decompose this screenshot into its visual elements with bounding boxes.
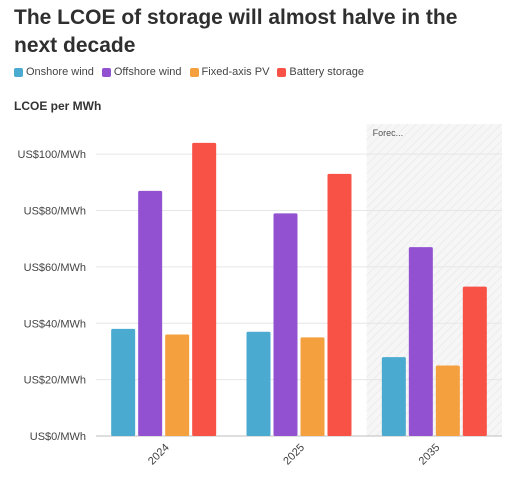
- legend-item-onshore-wind[interactable]: Onshore wind: [14, 66, 94, 78]
- y-tick-label: US$60/MWh: [24, 262, 86, 274]
- bar[interactable]: [192, 142, 217, 436]
- chart-title: The LCOE of storage will almost halve in…: [14, 6, 458, 57]
- legend-swatch-offshore-wind: [101, 67, 111, 77]
- x-tick-label: 2024: [146, 442, 172, 468]
- bar[interactable]: [111, 328, 136, 436]
- bar[interactable]: [381, 357, 406, 436]
- legend-item-battery-storage[interactable]: Battery storage: [277, 66, 364, 78]
- x-tick-label: 2025: [281, 442, 307, 468]
- x-tick-label: 2035: [417, 442, 443, 468]
- bar[interactable]: [327, 173, 352, 436]
- legend-swatch-onshore-wind: [14, 67, 23, 77]
- y-tick-label: US$20/MWh: [24, 375, 86, 387]
- bar[interactable]: [462, 286, 487, 436]
- bar[interactable]: [273, 213, 298, 436]
- legend-label-fixed-axis-pv: Fixed-axis PV: [201, 66, 270, 78]
- legend-item-offshore-wind[interactable]: Offshore wind: [101, 66, 182, 78]
- legend-label-offshore-wind: Offshore wind: [113, 66, 182, 78]
- legend-label-battery-storage: Battery storage: [289, 66, 364, 78]
- y-tick-label: US$100/MWh: [18, 149, 86, 161]
- y-axis-title: LCOE per MWh: [14, 99, 101, 113]
- bar[interactable]: [246, 331, 271, 436]
- bar[interactable]: [165, 334, 190, 436]
- chart-area: Forec... LCOE per MWh US$0/MWh US$20/MWh US…: [0, 90, 514, 479]
- legend-item-fixed-axis-pv[interactable]: Fixed-axis PV: [189, 66, 270, 78]
- forecast-label: Forec...: [373, 128, 404, 138]
- bar[interactable]: [300, 337, 325, 436]
- y-tick-label: US$40/MWh: [24, 318, 86, 330]
- legend: Onshore wind Offshore wind Fixed-axis PV…: [14, 66, 372, 78]
- bar[interactable]: [408, 247, 433, 436]
- bar-chart: Forec... LCOE per MWh US$0/MWh US$20/MWh US…: [14, 99, 502, 468]
- bar[interactable]: [138, 190, 163, 436]
- legend-label-onshore-wind: Onshore wind: [26, 66, 94, 78]
- bar[interactable]: [435, 365, 460, 436]
- legend-swatch-battery-storage: [277, 67, 287, 77]
- y-tick-label: US$0/MWh: [30, 431, 86, 443]
- y-tick-label: US$80/MWh: [24, 206, 86, 218]
- legend-swatch-fixed-axis-pv: [189, 67, 199, 77]
